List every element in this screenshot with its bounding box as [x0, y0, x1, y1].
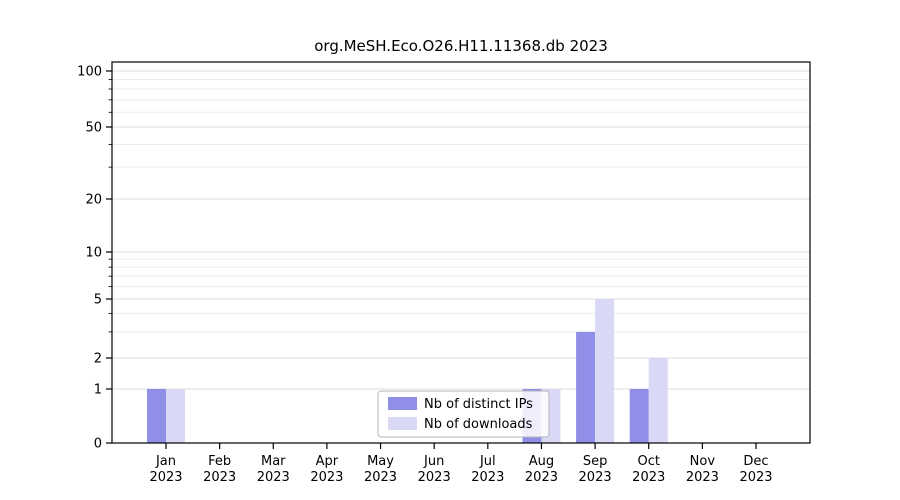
x-tick-label-month: Aug	[529, 454, 554, 469]
bar-nb-of-downloads-sep	[595, 299, 615, 443]
x-tick-label-year: 2023	[471, 470, 504, 485]
x-tick-label-month: May	[367, 454, 394, 469]
legend-swatch-nb-of-downloads	[388, 417, 417, 430]
x-tick-label-year: 2023	[203, 470, 236, 485]
y-tick-label: 10	[85, 246, 102, 261]
x-tick-label-year: 2023	[257, 470, 290, 485]
x-tick-label-month: Nov	[690, 454, 716, 469]
y-tick-label: 1	[94, 383, 102, 398]
legend-label: Nb of distinct IPs	[424, 397, 533, 412]
x-tick-label-year: 2023	[739, 470, 772, 485]
x-tick-label-month: Jun	[423, 454, 444, 469]
grid-layer	[112, 70, 810, 390]
x-tick-label-year: 2023	[364, 470, 397, 485]
x-tick-label-year: 2023	[686, 470, 719, 485]
y-tick-label: 5	[94, 293, 102, 308]
legend-label: Nb of downloads	[424, 417, 533, 432]
x-tick-label-month: Sep	[583, 454, 608, 469]
x-tick-label-year: 2023	[149, 470, 182, 485]
y-tick-label: 2	[94, 352, 102, 367]
x-tick-label-year: 2023	[525, 470, 558, 485]
bar-nb-of-distinct-ips-oct	[629, 389, 649, 443]
x-tick-label-year: 2023	[418, 470, 451, 485]
x-tick-label-month: Jul	[479, 454, 496, 469]
x-tick-label-year: 2023	[310, 470, 343, 485]
y-tick-label: 20	[85, 193, 102, 208]
legend-box	[377, 390, 550, 438]
x-tick-label-month: Feb	[208, 454, 231, 469]
x-tick-label-month: Mar	[261, 454, 286, 469]
legend: Nb of distinct IPs Nb of downloads	[377, 390, 550, 438]
y-tick-label: 50	[85, 121, 102, 136]
bar-nb-of-downloads-jan	[166, 389, 185, 443]
bar-nb-of-distinct-ips-sep	[576, 331, 596, 443]
x-tick-label-month: Oct	[637, 454, 659, 469]
y-tick-label: 0	[94, 437, 102, 452]
x-tick-label-year: 2023	[632, 470, 665, 485]
axes-layer: 0125102050100Jan2023Feb2023Mar2023Apr202…	[77, 61, 811, 485]
chart-title: org.MeSH.Eco.O26.H11.11368.db 2023	[314, 37, 608, 55]
bar-nb-of-distinct-ips-jan	[147, 389, 166, 443]
y-tick-label: 100	[77, 65, 102, 80]
x-tick-label-month: Dec	[743, 454, 768, 469]
legend-swatch-nb-of-distinct-ips	[388, 397, 417, 410]
x-tick-label-month: Apr	[316, 454, 339, 469]
bar-nb-of-downloads-oct	[648, 358, 668, 443]
x-tick-label-year: 2023	[579, 470, 612, 485]
x-tick-label-month: Jan	[155, 454, 176, 469]
